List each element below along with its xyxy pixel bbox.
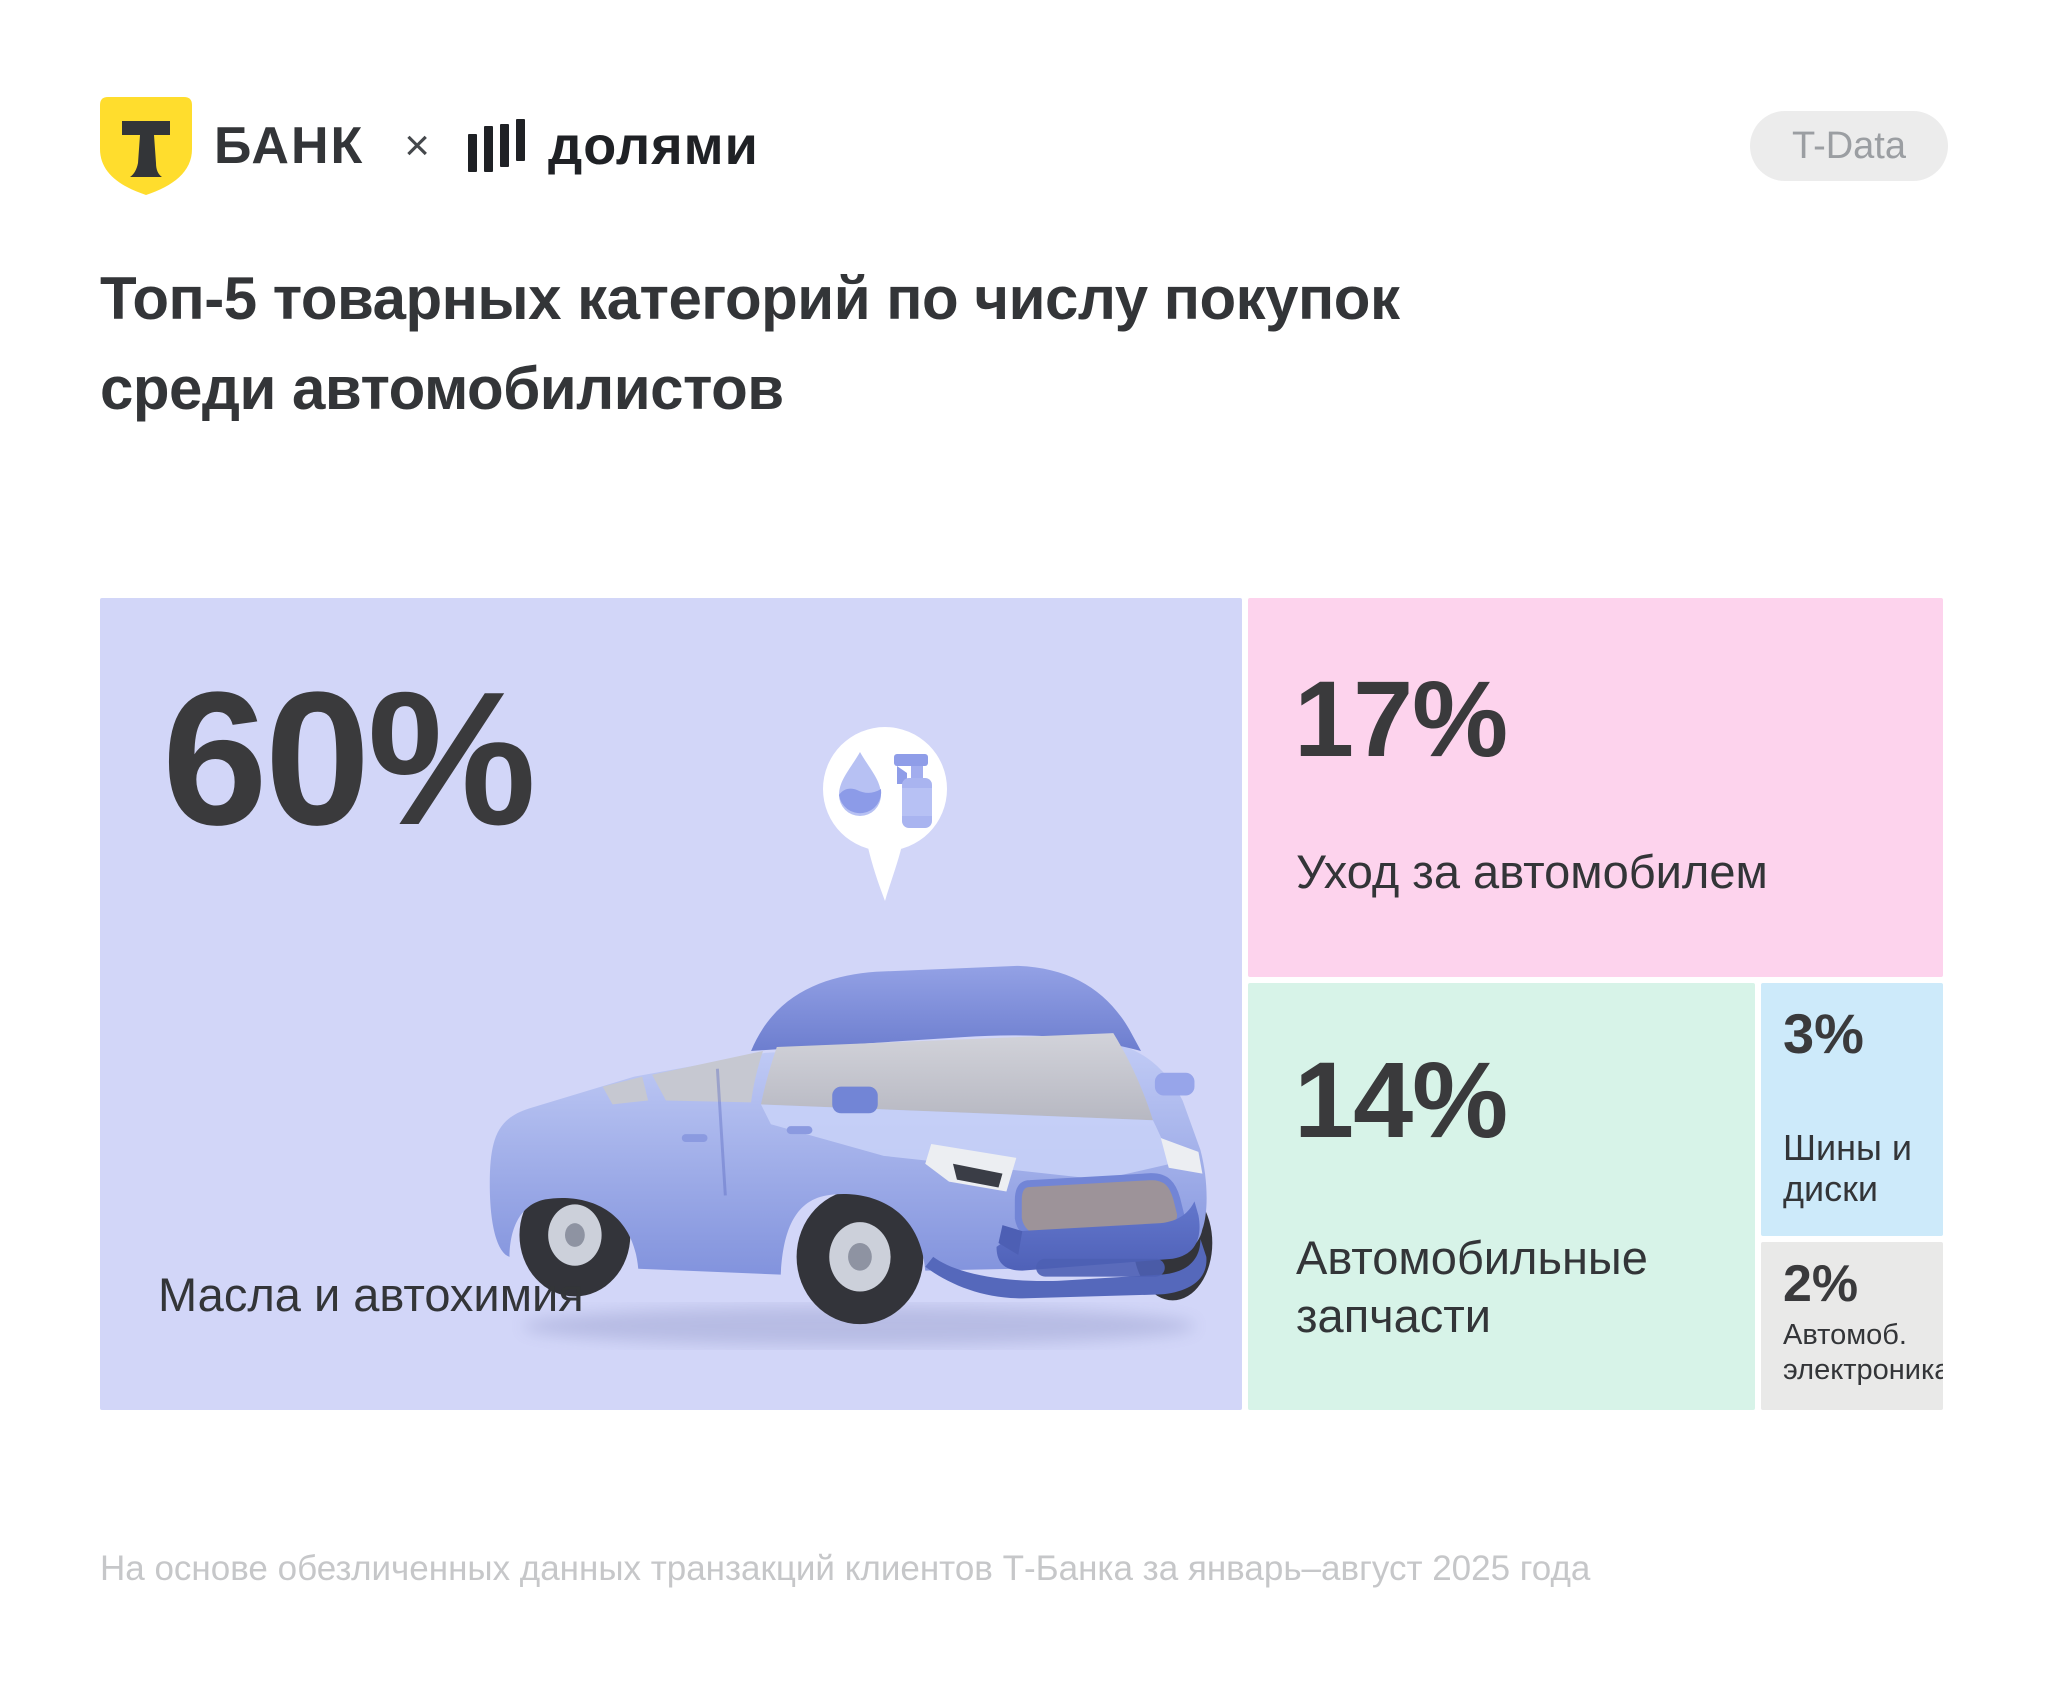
bank-wordmark: БАНК <box>214 117 365 175</box>
brand-lockup: БАНК × долями <box>100 97 759 195</box>
fog-corner <box>998 1225 1023 1255</box>
treemap-tile-electronics: 2% Автомоб. электроника <box>1761 1242 1943 1410</box>
tbank-shield-logo <box>100 97 192 195</box>
t-data-badge: T-Data <box>1749 111 1948 181</box>
oil-droplet-icon <box>839 752 882 816</box>
spray-bottle-icon <box>894 754 932 828</box>
bumper-lower <box>925 1239 1207 1299</box>
title-line-2: среди автомобилистов <box>100 355 784 422</box>
car-care-pin-icon <box>823 727 947 901</box>
tile-parts-value: 14% <box>1294 1039 1508 1160</box>
bumper-vent <box>1036 1258 1165 1277</box>
header: БАНК × долями T-Data <box>100 96 1948 196</box>
front-wheel <box>796 1189 924 1325</box>
headlight-left <box>925 1143 1017 1192</box>
mirror-right <box>1154 1072 1195 1096</box>
blue-suv-illustration <box>489 965 1213 1346</box>
hood <box>760 1104 1171 1180</box>
treemap-tile-oils: 60% <box>100 598 1242 1410</box>
headlight-right <box>1160 1138 1203 1174</box>
tile-parts-label: Автомобильные запчасти <box>1296 1231 1648 1342</box>
tile-oils-value: 60% <box>162 653 536 865</box>
page-title: Топ-5 товарных категорий по числу покупо… <box>100 254 1400 434</box>
tbank-letter-t <box>122 121 170 177</box>
collab-x-icon: × <box>404 121 430 170</box>
tile-care-label: Уход за автомобилем <box>1296 845 1768 898</box>
tile-oils-label: Масла и автохимия <box>158 1268 584 1321</box>
footnote: На основе обезличенных данных транзакций… <box>100 1549 1591 1588</box>
tile-electronics-value: 2% <box>1783 1255 1859 1313</box>
treemap-tile-parts: 14% Автомобильные запчасти <box>1248 983 1755 1410</box>
title-line-1: Топ-5 товарных категорий по числу покупо… <box>100 265 1400 332</box>
tile-tires-value: 3% <box>1783 1002 1864 1065</box>
tile-care-value: 17% <box>1294 658 1508 779</box>
car-shadow <box>522 1306 1196 1346</box>
tile-electronics-label: Автомоб. электроника <box>1783 1319 1943 1387</box>
dolyami-lockup: долями <box>467 115 759 177</box>
dolyami-wordmark: долями <box>547 116 759 176</box>
car-roof <box>751 965 1142 1051</box>
mirror-left <box>832 1086 878 1114</box>
treemap-tile-tires: 3% Шины и диски <box>1761 983 1943 1236</box>
side-window <box>652 1050 763 1103</box>
treemap-tile-care: 17% Уход за автомобилем <box>1248 598 1943 977</box>
bumper-upper <box>996 1201 1200 1271</box>
tile-tires-label: Шины и диски <box>1783 1126 1912 1210</box>
quarter-window <box>602 1076 649 1105</box>
dolyami-bars-icon <box>467 119 525 172</box>
